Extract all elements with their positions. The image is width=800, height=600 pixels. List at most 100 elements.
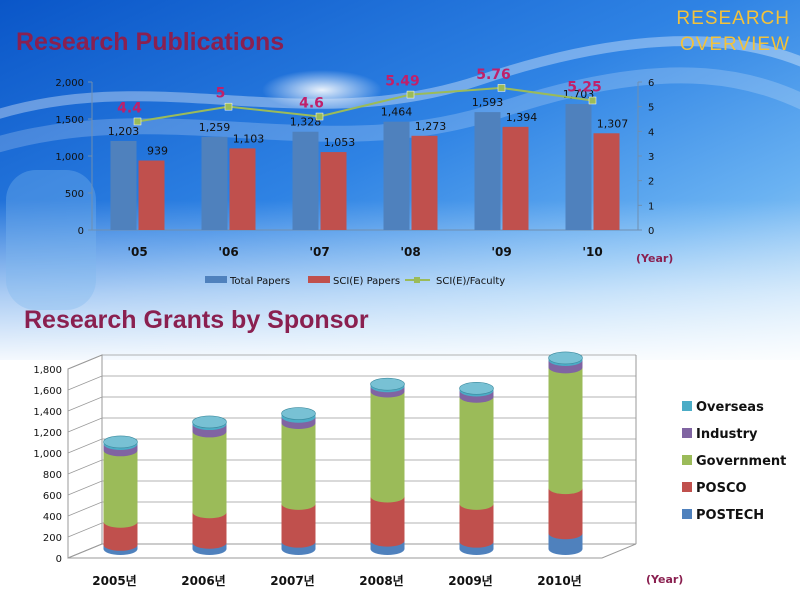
bar-segment-posco [370,496,405,547]
legend-label-faculty: SCI(E)/Faculty [436,276,505,287]
overview-line-2: OVERVIEW [679,34,790,55]
bar-top-cap [281,407,316,420]
point-sci-per-faculty [406,90,415,99]
point-sci-per-faculty [224,102,233,111]
bar-top-cap [192,415,227,429]
gridline [67,396,636,412]
y-tick-label: 1,600 [33,386,62,397]
data-label-faculty: 5.25 [567,80,602,96]
y-tick-label: 2,000 [55,78,84,89]
data-label-total: 1,203 [108,125,140,138]
data-label-sci: 939 [147,145,168,158]
data-label-sci: 1,394 [506,111,538,124]
data-label-sci: 1,053 [324,136,356,149]
bar-segment-posco [192,512,227,549]
bar-sci-papers [411,135,438,230]
y-tick-label: 200 [43,533,62,544]
y-tick-label: 1,800 [33,365,62,376]
gridline [67,459,636,475]
bar-segment-government [192,431,227,519]
x-tick-label: '10 [582,245,602,259]
gridline [67,354,636,370]
bar-segment-government [370,391,405,503]
x-axis-label: (Year) [646,573,683,586]
bar-top-cap [548,351,583,365]
bar-total-papers [474,112,501,230]
chart-title-grants: Research Grants by Sponsor [24,306,369,334]
y2-tick-label: 2 [648,177,654,188]
legend-marker-faculty [414,277,420,283]
y2-tick-label: 1 [648,201,654,212]
data-label-sci: 1,103 [233,132,265,145]
x-tick-label: '06 [218,245,238,259]
data-label-faculty: 4.4 [117,100,142,116]
bar-sci-papers [593,133,620,230]
legend-swatch-postech [682,509,692,519]
bar-top-cap [370,377,405,391]
data-label-faculty: 5.49 [385,74,420,90]
point-sci-per-faculty [133,117,142,126]
data-label-total: 1,464 [381,106,413,119]
legend-swatch-industry [682,428,692,438]
bar-top-cap [459,382,494,395]
data-label-faculty: 5 [216,86,226,102]
y-tick-label: 1,500 [55,115,84,126]
gridline [67,480,636,496]
gridline [67,417,636,433]
legend-swatch-sci [308,276,330,283]
bar-total-papers [292,131,319,230]
bar-segment-posco [459,503,494,548]
x-tick-label: 2009년 [448,574,492,588]
bar-segment-government [459,396,494,510]
y-tick-label: 1,000 [55,152,84,163]
bar-total-papers [201,136,228,230]
y-tick-label: 800 [43,470,62,481]
legend-label-overseas: Overseas [696,400,764,415]
y2-tick-label: 0 [648,226,654,237]
y2-tick-label: 4 [648,127,654,138]
bar-total-papers [110,140,137,230]
x-tick-label: 2008년 [359,574,403,588]
chart-title-publications: Research Publications [16,28,285,56]
x-tick-label: '07 [309,245,329,259]
bar-top-cap [103,435,138,449]
y-tick-label: 1,400 [33,407,62,418]
legend-label-postech: POSTECH [696,508,764,523]
bar-sci-papers [320,152,347,230]
section-overview-label: RESEARCH OVERVIEW [676,6,790,58]
gridline [67,438,636,454]
legend-swatch-government [682,455,692,465]
legend-swatch-posco [682,482,692,492]
bar-segment-posco [548,488,583,540]
legend-label-sci: SCI(E) Papers [333,276,400,287]
legend-swatch-overseas [682,401,692,411]
bar-segment-posco [103,521,138,551]
gridline [67,375,636,391]
x-tick-label: '05 [127,245,147,259]
gridline [67,522,636,538]
y-tick-label: 1,000 [33,449,62,460]
x-tick-label: '09 [491,245,511,259]
bar-total-papers [565,103,592,230]
legend-swatch-total [205,276,227,283]
y-tick-label: 600 [43,491,62,502]
bar-segment-government [548,367,583,495]
bar-sci-papers [502,126,529,230]
x-tick-label: '08 [400,245,420,259]
line-sci-per-faculty [137,86,593,123]
overview-line-1: RESEARCH [676,8,790,29]
data-label-total: 1,328 [290,116,322,129]
y-tick-label: 0 [56,554,62,565]
data-label-faculty: 5.76 [476,67,511,83]
legend-label-total: Total Papers [229,276,290,287]
data-label-sci: 1,307 [597,117,629,130]
y2-tick-label: 3 [648,152,654,163]
y-tick-label: 500 [65,189,84,200]
bar-segment-postech [548,533,583,555]
data-label-faculty: 4.6 [299,96,324,112]
x-tick-label: 2010년 [537,574,581,588]
bar-segment-posco [281,503,316,548]
x-axis-label: (Year) [636,252,673,265]
legend-label-posco: POSCO [696,481,747,496]
